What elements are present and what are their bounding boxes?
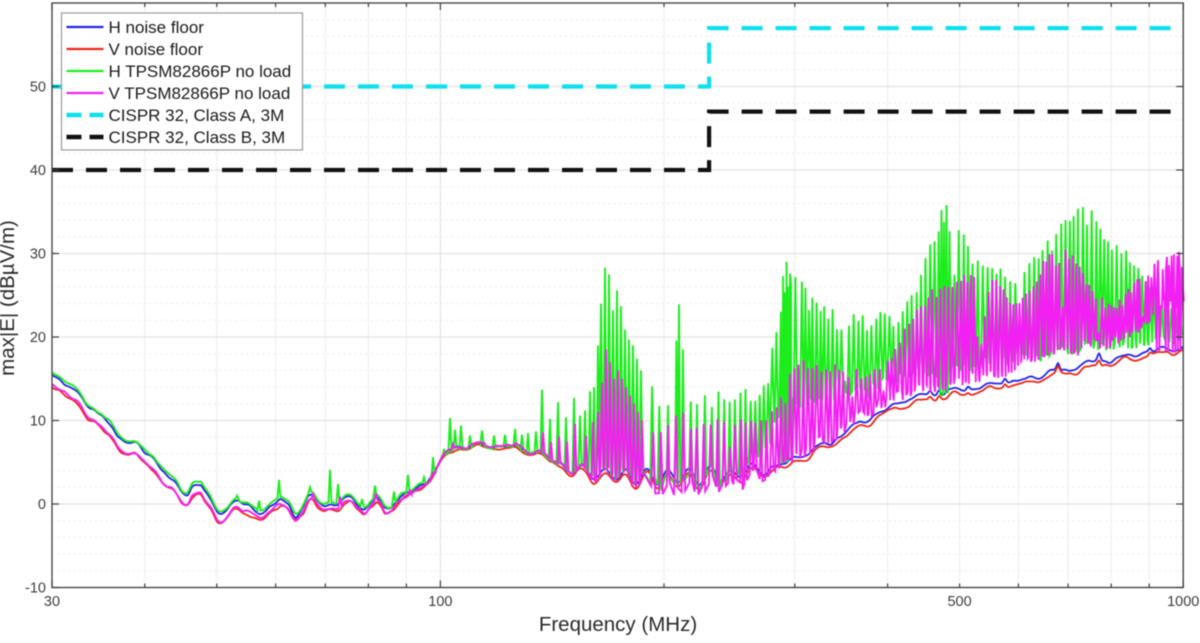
svg-text:CISPR 32, Class A, 3M: CISPR 32, Class A, 3M	[109, 106, 285, 125]
svg-text:-10: -10	[25, 581, 46, 597]
svg-text:max|E| (dBµV/m): max|E| (dBµV/m)	[0, 220, 19, 376]
svg-text:H noise floor: H noise floor	[109, 18, 205, 37]
svg-text:V noise floor: V noise floor	[109, 40, 204, 59]
svg-text:V TPSM82866P no load: V TPSM82866P no load	[109, 84, 291, 103]
svg-text:10: 10	[30, 414, 46, 430]
svg-text:30: 30	[44, 594, 60, 610]
svg-text:Frequency (MHz): Frequency (MHz)	[539, 613, 697, 636]
svg-text:100: 100	[428, 594, 452, 610]
svg-text:40: 40	[30, 163, 46, 179]
svg-text:30: 30	[30, 247, 46, 263]
svg-text:20: 20	[30, 330, 46, 346]
svg-text:1000: 1000	[1167, 594, 1199, 610]
svg-text:50: 50	[30, 80, 46, 96]
svg-text:500: 500	[947, 594, 971, 610]
svg-text:0: 0	[38, 497, 46, 513]
svg-text:CISPR 32, Class B, 3M: CISPR 32, Class B, 3M	[109, 128, 286, 147]
svg-text:H TPSM82866P no load: H TPSM82866P no load	[109, 62, 292, 81]
